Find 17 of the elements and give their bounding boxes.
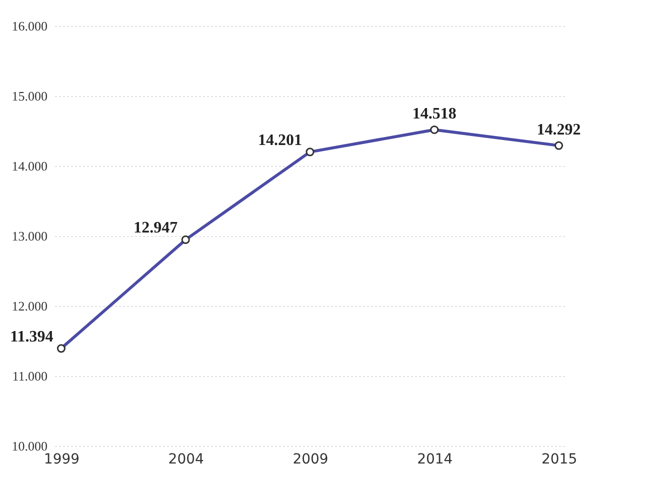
text: 14.518: [412, 106, 456, 123]
text: 12.947: [134, 220, 178, 237]
y-tick-label: 10.000: [12, 438, 48, 454]
x-tick-label: 2004: [168, 452, 204, 468]
y-tick-label: 15.000: [12, 88, 48, 104]
text: 14.292: [536, 122, 581, 139]
x-tick-label: 1999: [44, 452, 80, 468]
text: 14.201: [258, 132, 302, 149]
x-tick-label: 2014: [417, 452, 453, 468]
y-tick-label: 14.000: [12, 158, 48, 174]
y-tick-label: 12.000: [12, 298, 48, 314]
y-tick-label: 11.000: [12, 368, 48, 384]
y-tick-label: 16.000: [12, 18, 48, 34]
x-tick-label: 2009: [292, 452, 328, 468]
y-tick-label: 13.000: [12, 228, 48, 244]
text: 11.394: [10, 328, 54, 346]
x-tick-label: 2015: [541, 452, 578, 468]
